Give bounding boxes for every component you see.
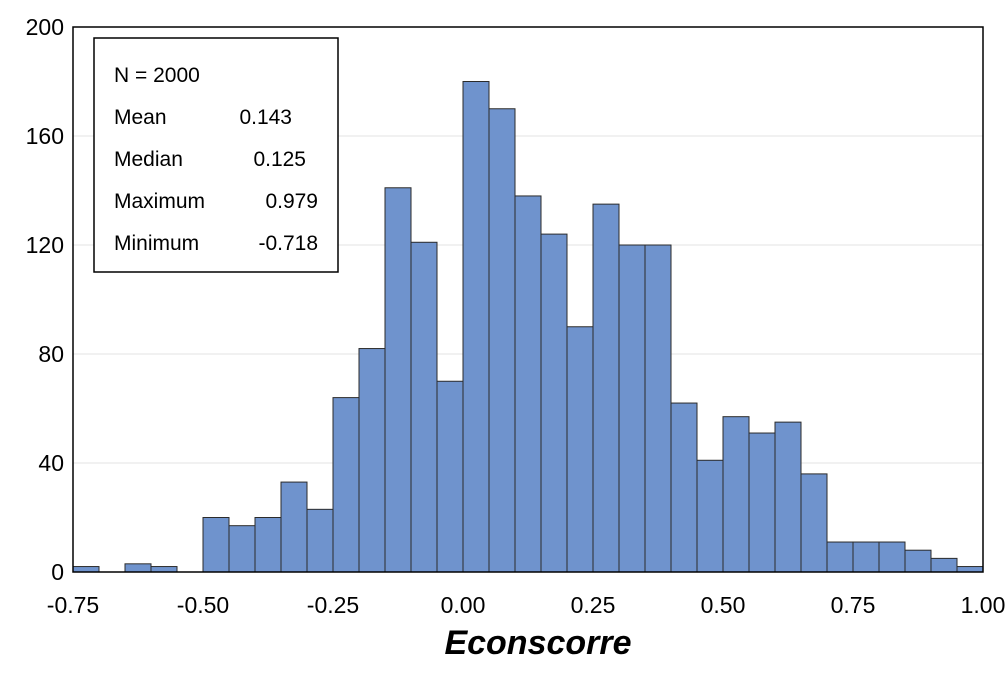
stats-label: Minimum	[114, 232, 199, 255]
histogram-bar	[800, 473, 828, 573]
x-tick-label: -0.50	[177, 592, 229, 618]
histogram-bar	[852, 541, 880, 573]
histogram-bar	[124, 563, 152, 573]
stats-value: 0.979	[265, 190, 318, 213]
histogram-bar	[878, 541, 906, 573]
histogram-bar	[956, 566, 984, 573]
histogram-bar	[462, 81, 490, 573]
histogram-bar	[202, 517, 230, 573]
histogram-bar	[384, 187, 412, 573]
stats-value: 0.125	[253, 148, 306, 171]
stats-box-frame	[93, 37, 339, 273]
stats-label: Mean	[114, 106, 167, 129]
histogram-bar	[930, 557, 958, 573]
histogram-bar	[72, 566, 100, 573]
y-tick-label: 40	[38, 450, 64, 476]
x-tick-label: 1.00	[961, 592, 1006, 618]
histogram-bar	[436, 380, 464, 573]
histogram-bar	[904, 549, 932, 573]
y-tick-label: 80	[38, 341, 64, 367]
histogram-bar	[332, 397, 360, 573]
x-axis-label: Econscorre	[444, 624, 631, 662]
histogram-bar	[410, 241, 438, 573]
histogram-bar	[306, 508, 334, 573]
y-tick-label: 120	[26, 232, 64, 258]
histogram-bar	[696, 459, 724, 573]
x-tick-label: 0.50	[701, 592, 746, 618]
histogram-bar	[280, 481, 308, 573]
y-tick-label: 160	[26, 123, 64, 149]
histogram-bar	[358, 348, 386, 573]
histogram-bar	[254, 517, 282, 573]
stats-value: -0.718	[258, 232, 318, 255]
y-axis-ticks: 0 40 80 120 160 200	[26, 14, 64, 585]
histogram-bar	[540, 233, 568, 573]
x-axis-ticks: -0.75 -0.50 -0.25 0.00 0.25 0.50 0.75 1.00	[47, 592, 1006, 618]
histogram-bar	[722, 416, 750, 573]
histogram-bar	[228, 525, 256, 573]
y-tick-label: 200	[26, 14, 64, 40]
histogram-bar	[592, 203, 620, 573]
y-tick-label: 0	[51, 559, 64, 585]
histogram-bar	[644, 244, 672, 573]
histogram-bar	[774, 421, 802, 573]
stats-box: N = 2000 Mean 0.143 Median 0.125 Maximum 0.979…	[93, 37, 339, 273]
stats-label: Median	[114, 148, 183, 171]
stats-value: 0.143	[239, 106, 292, 129]
x-tick-label: -0.25	[307, 592, 359, 618]
stats-label: N = 2000	[114, 64, 200, 87]
histogram-bar	[566, 326, 594, 573]
x-tick-label: 0.00	[441, 592, 486, 618]
histogram-bar	[618, 244, 646, 573]
histogram-bar	[670, 402, 698, 573]
stats-label: Maximum	[114, 190, 205, 213]
histogram-bar	[488, 108, 516, 573]
x-tick-label: -0.75	[47, 592, 99, 618]
plot-area-frame	[72, 26, 984, 573]
histogram-bar	[150, 566, 178, 573]
histogram-bar	[514, 195, 542, 573]
histogram-bars	[72, 81, 984, 573]
histogram-bar	[748, 432, 776, 573]
x-tick-label: 0.75	[831, 592, 876, 618]
histogram-bar	[826, 541, 854, 573]
x-tick-label: 0.25	[571, 592, 616, 618]
